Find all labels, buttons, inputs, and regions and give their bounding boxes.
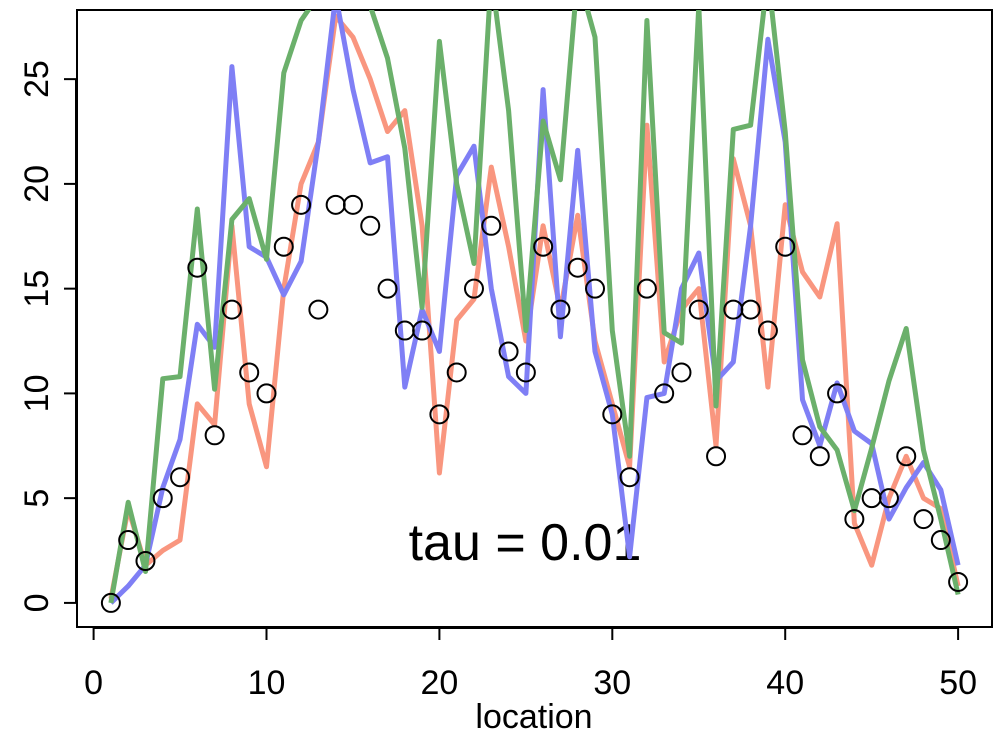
data-point — [740, 299, 761, 320]
data-point — [567, 257, 588, 278]
data-point — [913, 509, 934, 530]
plot-area — [100, 10, 969, 613]
data-point — [585, 278, 606, 299]
data-point — [671, 362, 692, 383]
data-line — [108, 10, 961, 604]
data-point — [204, 425, 225, 446]
data-point — [291, 194, 312, 215]
data-point — [135, 551, 156, 572]
x-tick-label: 10 — [248, 664, 286, 702]
data-point — [377, 278, 398, 299]
data-point — [948, 571, 969, 592]
data-point — [187, 257, 208, 278]
data-point — [342, 194, 363, 215]
data-point — [256, 383, 277, 404]
data-point — [896, 446, 917, 467]
x-axis-label: location — [475, 698, 592, 736]
data-point — [602, 404, 623, 425]
data-point — [809, 446, 830, 467]
data-point — [844, 509, 865, 530]
data-point — [688, 299, 709, 320]
data-point — [273, 236, 294, 257]
data-point — [706, 446, 727, 467]
data-point — [481, 215, 502, 236]
x-tick-label: 50 — [939, 664, 977, 702]
data-point — [170, 467, 191, 488]
data-line — [108, 13, 961, 600]
data-point — [446, 362, 467, 383]
data-point — [412, 320, 433, 341]
data-point — [498, 341, 519, 362]
data-point — [827, 383, 848, 404]
data-point — [533, 236, 554, 257]
data-point — [930, 530, 951, 551]
x-tick-label: 20 — [420, 664, 458, 702]
data-point — [100, 592, 121, 613]
data-point — [654, 383, 675, 404]
data-point — [636, 278, 657, 299]
data-point — [239, 362, 260, 383]
data-point — [792, 425, 813, 446]
y-tick-label: 10 — [18, 374, 56, 412]
y-tick-label: 25 — [18, 60, 56, 98]
x-tick-label: 40 — [766, 664, 804, 702]
data-point — [308, 299, 329, 320]
data-point — [878, 488, 899, 509]
annotation: tau = 0.01 — [409, 514, 642, 572]
y-tick-label: 0 — [18, 593, 56, 612]
y-tick-label: 20 — [18, 165, 56, 203]
data-point — [550, 299, 571, 320]
data-point — [429, 404, 450, 425]
data-point — [861, 488, 882, 509]
data-point — [118, 530, 139, 551]
x-tick-label: 30 — [593, 664, 631, 702]
y-tick-label: 15 — [18, 270, 56, 308]
data-point — [619, 467, 640, 488]
data-point — [515, 362, 536, 383]
data-point — [325, 194, 346, 215]
data-point — [463, 278, 484, 299]
y-tick-label: 5 — [18, 489, 56, 508]
data-point — [152, 488, 173, 509]
data-point — [757, 320, 778, 341]
x-tick-label: 0 — [84, 664, 103, 702]
data-point — [221, 299, 242, 320]
data-point — [775, 236, 796, 257]
data-point — [360, 215, 381, 236]
